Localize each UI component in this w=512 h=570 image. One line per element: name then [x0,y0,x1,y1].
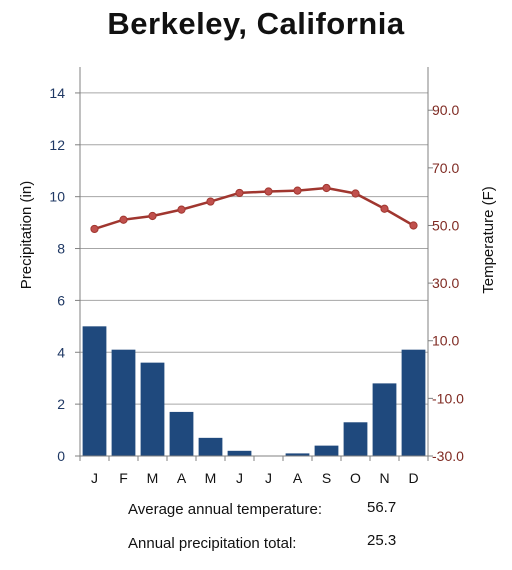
temperature-point [148,211,157,221]
x-tick-label: D [408,470,418,486]
temperature-point [235,188,244,198]
y-right-tick-label: 50.0 [432,217,459,233]
precip-bar [227,450,252,456]
precip-bar [401,349,426,456]
y-right-tick-label: 10.0 [432,333,459,349]
y-left-tick-label: 0 [57,448,65,464]
temperature-point [380,204,389,213]
x-tick-label: F [119,470,128,486]
precip-bar [111,349,136,456]
temperature-point [177,205,186,214]
chart-title: Berkeley, California [107,6,405,41]
x-tick-label: M [147,470,159,486]
y-left-tick-label: 2 [57,396,65,412]
precip-bar [285,453,310,456]
temperature-line [90,183,418,234]
y-axis-left-label: Precipitation (in) [18,181,35,289]
climate-chart: 0 2 4 6 8 10 12 14 -30.0 -10.0 10.0 30.0 50.0 70.0 90.… [18,67,497,486]
precip-bar [169,411,194,456]
temperature-series-line [94,186,415,231]
y-right-tick-label: -10.0 [432,390,464,406]
axes [75,67,433,461]
x-tick-label: J [236,470,243,486]
temperature-point [206,197,215,206]
y-axis-right-label: Temperature (F) [480,186,497,294]
y-left-tick-label: 8 [57,241,65,257]
x-tick-label: N [379,470,389,486]
precip-bar [343,422,368,456]
y-left-tick-label: 6 [57,292,65,308]
precip-total-label: Annual precipitation total: [128,535,297,552]
y-left-tick-label: 14 [49,85,65,101]
precip-bar [314,445,339,456]
x-tick-label: J [91,470,98,486]
precip-bar [82,326,107,456]
x-tick-label: A [177,470,187,486]
x-tick-label: J [265,470,272,486]
y-left-tick-label: 12 [49,137,65,153]
y-right-tick-label: -30.0 [432,448,464,464]
precip-total-value: 25.3 [367,532,397,549]
precip-bar [140,362,165,456]
precip-bar [372,383,397,456]
temperature-point [322,183,331,193]
gridlines [80,92,428,405]
y-right-tick-label: 70.0 [432,160,459,176]
x-tick-label: O [350,470,361,486]
y-right-tick-label: 90.0 [432,102,459,118]
temperature-point [351,189,360,198]
x-tick-label: M [205,470,217,486]
temperature-point [90,224,99,234]
precipitation-bars [82,326,426,456]
avg-temp-value: 56.7 [367,499,397,516]
temperature-point [119,215,128,224]
y-right-tick-label: 30.0 [432,275,459,291]
tick-labels: 0 2 4 6 8 10 12 14 -30.0 -10.0 10.0 30.0 50.0 70.0 90.… [49,85,464,486]
temperature-point [264,187,273,196]
y-left-tick-label: 4 [57,344,65,360]
temperature-point [409,221,418,230]
precip-bar [198,437,223,456]
x-tick-label: A [293,470,303,486]
avg-temp-label: Average annual temperature: [128,501,323,518]
y-left-tick-label: 10 [49,189,65,205]
temperature-point [293,186,302,195]
x-tick-label: S [322,470,331,486]
